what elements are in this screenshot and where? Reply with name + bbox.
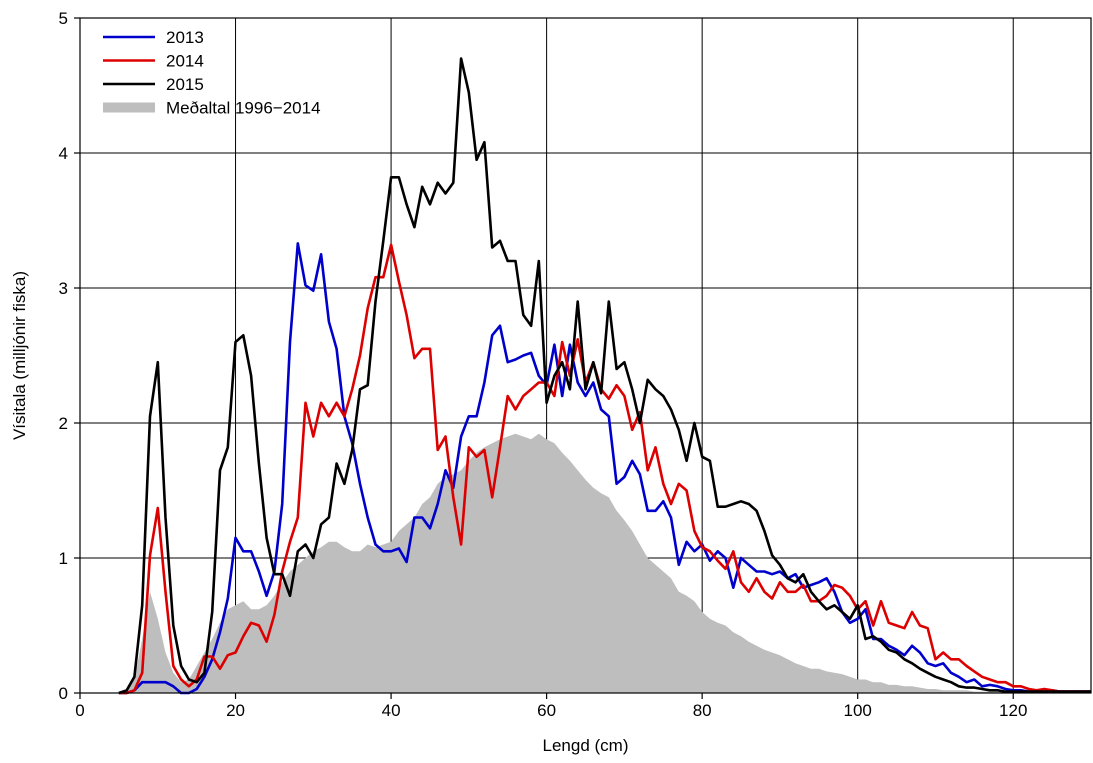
series-lines-layer bbox=[118, 57, 1091, 695]
y-tick-label: 4 bbox=[59, 144, 68, 163]
x-tick-label: 40 bbox=[382, 701, 401, 720]
x-tick-label: 100 bbox=[844, 701, 872, 720]
y-tick-label: 2 bbox=[59, 414, 68, 433]
x-axis-label: Lengd (cm) bbox=[543, 736, 629, 755]
x-tick-label: 120 bbox=[999, 701, 1027, 720]
y-tick-label: 1 bbox=[59, 549, 68, 568]
legend-label: 2015 bbox=[166, 75, 204, 94]
y-tick-label: 5 bbox=[59, 9, 68, 28]
tick-labels: 0 20 40 60 80 100 120 0 1 2 3 4 5 bbox=[59, 9, 1028, 720]
plot-frame bbox=[79, 17, 1092, 694]
y-axis-label: Vísitala (milljónir fiska) bbox=[10, 271, 29, 440]
series-area-average bbox=[118, 433, 1091, 693]
legend-label: 2014 bbox=[166, 52, 204, 71]
x-tick-label: 0 bbox=[75, 701, 84, 720]
series-line-2013 bbox=[118, 242, 1091, 695]
x-tick-label: 60 bbox=[537, 701, 556, 720]
legend: 2013 2014 2015 Meðaltal 1996−2014 bbox=[103, 28, 321, 118]
y-tick-label: 0 bbox=[59, 684, 68, 703]
series-line-2015 bbox=[118, 57, 1091, 695]
axes bbox=[79, 17, 1092, 694]
y-tick-label: 3 bbox=[59, 279, 68, 298]
legend-label: 2013 bbox=[166, 28, 204, 47]
x-tick-label: 80 bbox=[693, 701, 712, 720]
average-area-layer bbox=[118, 433, 1091, 693]
x-tick-label: 20 bbox=[226, 701, 245, 720]
legend-label: Meðaltal 1996−2014 bbox=[166, 99, 321, 118]
series-line-2014 bbox=[118, 243, 1091, 695]
